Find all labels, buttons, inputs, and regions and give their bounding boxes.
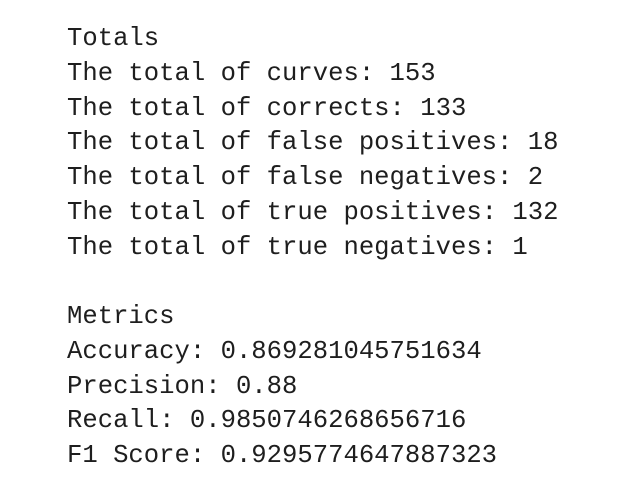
output-line: The total of false negatives: 2 — [67, 163, 544, 193]
output-line: Precision: 0.88 — [67, 371, 298, 401]
output-line: The total of false positives: 18 — [67, 128, 559, 158]
output-line: The total of corrects: 133 — [67, 93, 467, 123]
output-line: Recall: 0.9850746268656716 — [67, 406, 467, 436]
metrics-section: Metrics Accuracy: 0.869281045751634 Prec… — [67, 300, 497, 474]
output-line: The total of true positives: 132 — [67, 197, 559, 227]
output-line: F1 Score: 0.9295774647887323 — [67, 441, 498, 471]
output-line: The total of true negatives: 1 — [67, 232, 528, 262]
output-line: Accuracy: 0.869281045751634 — [67, 336, 482, 366]
section-title: Metrics — [67, 302, 175, 331]
section-title: Totals — [67, 24, 160, 53]
totals-section: Totals The total of curves: 153 The tota… — [67, 22, 558, 266]
output-line: The total of curves: 153 — [67, 58, 436, 88]
